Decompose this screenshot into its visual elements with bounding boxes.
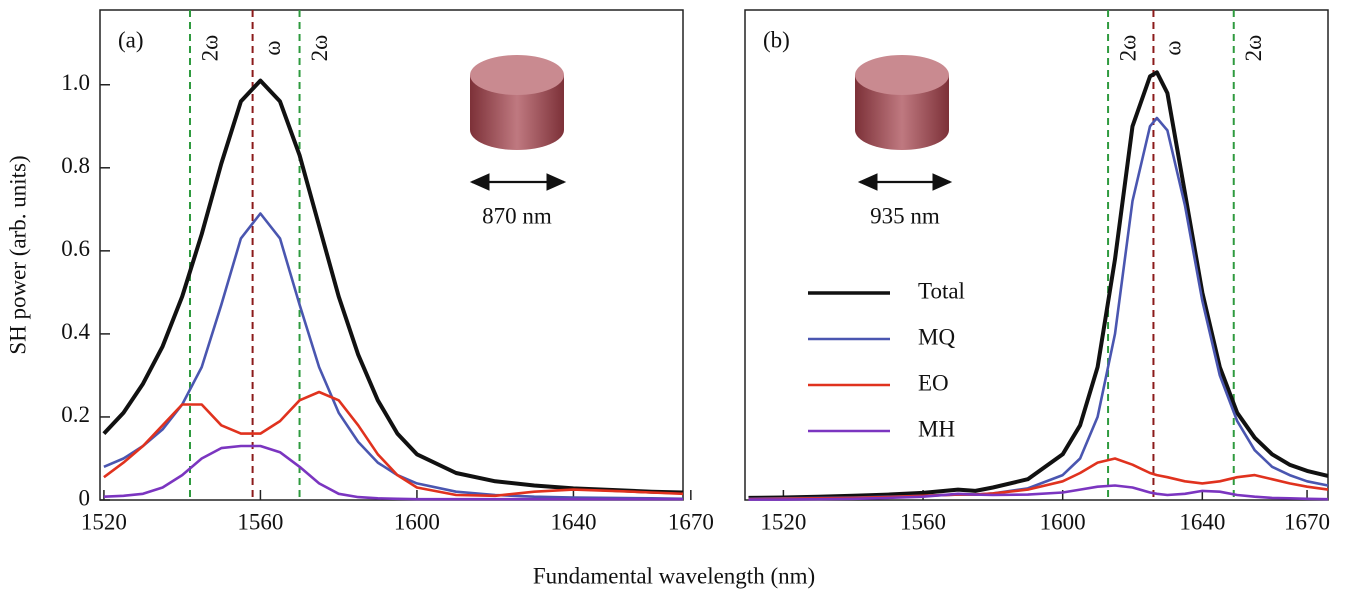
series-line <box>748 70 1329 500</box>
series-line <box>748 116 1329 501</box>
cylinder-icon <box>470 55 949 150</box>
y-tick-label: 1.0 <box>61 70 90 95</box>
x-tick-label: 1520 <box>81 509 127 534</box>
plot-frame <box>744 9 1329 501</box>
y-tick-label: 0.2 <box>61 402 90 427</box>
x-tick-label: 1670 <box>1284 509 1330 534</box>
marker-label: 2ω <box>1115 35 1140 62</box>
x-axis-title: Fundamental wavelength (nm) <box>533 563 815 588</box>
marker-label: 2ω <box>307 35 332 62</box>
marker-label: ω <box>1161 40 1186 55</box>
series-line <box>103 444 683 501</box>
panel-label: (a) <box>118 27 144 52</box>
x-tick-label: 1640 <box>550 509 596 534</box>
series-line <box>102 78 684 495</box>
x-tick-label: 1520 <box>760 509 806 534</box>
x-tick-label: 1560 <box>900 509 946 534</box>
y-tick-label: 0.6 <box>61 236 90 261</box>
legend-label: MQ <box>918 324 955 349</box>
x-tick-label: 1640 <box>1179 509 1225 534</box>
series-line <box>103 390 684 498</box>
legend-label: Total <box>918 278 965 303</box>
size-label: 870 nm <box>482 203 552 228</box>
panel-label: (b) <box>763 27 790 52</box>
x-tick-label: 1670 <box>668 509 714 534</box>
y-tick-label: 0 <box>79 485 91 510</box>
marker-label: 2ω <box>1241 35 1266 62</box>
x-tick-label: 1600 <box>1040 509 1086 534</box>
legend-label: MH <box>918 416 955 441</box>
x-tick-label: 1600 <box>394 509 440 534</box>
y-tick-label: 0.4 <box>61 319 90 344</box>
legend-label: EO <box>918 370 949 395</box>
x-tick-label: 1560 <box>237 509 283 534</box>
size-label: 935 nm <box>870 203 940 228</box>
plot-frame <box>99 9 684 501</box>
y-tick-label: 0.8 <box>61 153 90 178</box>
y-axis-title: SH power (arb. units) <box>5 155 30 354</box>
marker-label: ω <box>260 40 285 55</box>
series-line <box>748 484 1329 501</box>
marker-label: 2ω <box>197 35 222 62</box>
